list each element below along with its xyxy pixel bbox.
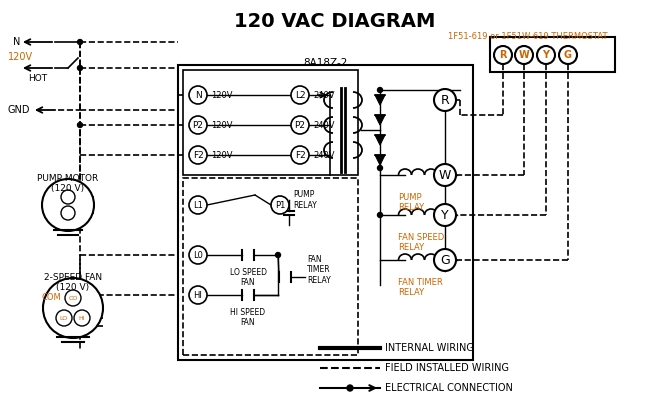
Text: LO SPEED
FAN: LO SPEED FAN bbox=[230, 268, 267, 287]
Text: FAN
TIMER
RELAY: FAN TIMER RELAY bbox=[307, 255, 331, 285]
Text: FAN TIMER
RELAY: FAN TIMER RELAY bbox=[398, 278, 443, 297]
Text: L0: L0 bbox=[193, 251, 203, 259]
Text: W: W bbox=[519, 50, 529, 60]
Circle shape bbox=[189, 286, 207, 304]
Text: F2: F2 bbox=[295, 150, 306, 160]
Circle shape bbox=[515, 46, 533, 64]
Text: 240V: 240V bbox=[313, 91, 334, 99]
Text: GND: GND bbox=[8, 105, 31, 115]
Text: FIELD INSTALLED WIRING: FIELD INSTALLED WIRING bbox=[385, 363, 509, 373]
Text: 240V: 240V bbox=[313, 121, 334, 129]
Circle shape bbox=[42, 179, 94, 231]
Bar bbox=[178, 65, 473, 360]
Circle shape bbox=[434, 89, 456, 111]
Text: ELECTRICAL CONNECTION: ELECTRICAL CONNECTION bbox=[385, 383, 513, 393]
Polygon shape bbox=[375, 95, 385, 105]
Text: PUMP
RELAY: PUMP RELAY bbox=[398, 193, 424, 212]
Circle shape bbox=[189, 146, 207, 164]
Circle shape bbox=[189, 86, 207, 104]
Polygon shape bbox=[375, 115, 385, 125]
Circle shape bbox=[347, 385, 353, 391]
Circle shape bbox=[78, 39, 82, 44]
Text: G: G bbox=[440, 253, 450, 266]
Circle shape bbox=[189, 196, 207, 214]
Text: Y: Y bbox=[543, 50, 549, 60]
Text: 120V: 120V bbox=[211, 91, 232, 99]
Text: P2: P2 bbox=[192, 121, 204, 129]
Circle shape bbox=[189, 246, 207, 264]
Polygon shape bbox=[375, 135, 385, 145]
Text: 240V: 240V bbox=[313, 150, 334, 160]
Circle shape bbox=[78, 122, 82, 127]
Text: 120V: 120V bbox=[8, 52, 33, 62]
Text: HOT: HOT bbox=[28, 73, 47, 83]
Text: INTERNAL WIRING: INTERNAL WIRING bbox=[385, 343, 474, 353]
Text: CO: CO bbox=[68, 295, 78, 300]
Text: Y: Y bbox=[441, 209, 449, 222]
Text: 8A18Z-2: 8A18Z-2 bbox=[303, 58, 347, 68]
Circle shape bbox=[65, 290, 81, 306]
Circle shape bbox=[434, 164, 456, 186]
Text: COM: COM bbox=[41, 293, 61, 303]
Circle shape bbox=[377, 166, 383, 171]
Text: PUMP
RELAY: PUMP RELAY bbox=[293, 190, 317, 210]
Circle shape bbox=[377, 212, 383, 217]
Text: PUMP MOTOR
(120 V): PUMP MOTOR (120 V) bbox=[38, 174, 98, 194]
Circle shape bbox=[61, 206, 75, 220]
Circle shape bbox=[56, 310, 72, 326]
Text: F2: F2 bbox=[193, 150, 204, 160]
Circle shape bbox=[61, 190, 75, 204]
Text: W: W bbox=[439, 168, 451, 181]
Text: R: R bbox=[499, 50, 507, 60]
Circle shape bbox=[377, 88, 383, 93]
Circle shape bbox=[189, 116, 207, 134]
Text: 1F51-619 or 1F51W-619 THERMOSTAT: 1F51-619 or 1F51W-619 THERMOSTAT bbox=[448, 32, 608, 41]
Circle shape bbox=[434, 249, 456, 271]
Circle shape bbox=[275, 253, 281, 258]
Text: FAN SPEED
RELAY: FAN SPEED RELAY bbox=[398, 233, 444, 252]
Text: L2: L2 bbox=[295, 91, 306, 99]
Circle shape bbox=[291, 86, 309, 104]
Text: L1: L1 bbox=[193, 201, 203, 210]
Circle shape bbox=[271, 196, 289, 214]
Circle shape bbox=[78, 65, 82, 70]
Circle shape bbox=[291, 146, 309, 164]
Text: HI: HI bbox=[78, 316, 85, 321]
Circle shape bbox=[291, 116, 309, 134]
Bar bbox=[183, 70, 358, 175]
Circle shape bbox=[74, 310, 90, 326]
Text: 120 VAC DIAGRAM: 120 VAC DIAGRAM bbox=[234, 12, 436, 31]
Text: HI SPEED
FAN: HI SPEED FAN bbox=[230, 308, 265, 327]
Bar bbox=[490, 37, 615, 72]
Text: N: N bbox=[13, 37, 20, 47]
Text: P2: P2 bbox=[295, 121, 306, 129]
Text: HI: HI bbox=[194, 290, 202, 300]
Circle shape bbox=[434, 204, 456, 226]
Text: LO: LO bbox=[60, 316, 68, 321]
Text: 2-SPEED FAN
(120 V): 2-SPEED FAN (120 V) bbox=[44, 273, 102, 292]
Circle shape bbox=[494, 46, 512, 64]
Text: N: N bbox=[194, 91, 202, 99]
Circle shape bbox=[559, 46, 577, 64]
Text: R: R bbox=[441, 93, 450, 106]
Text: 120V: 120V bbox=[211, 150, 232, 160]
Text: G: G bbox=[564, 50, 572, 60]
Text: 120V: 120V bbox=[211, 121, 232, 129]
Bar bbox=[183, 178, 358, 355]
Circle shape bbox=[537, 46, 555, 64]
Text: P1: P1 bbox=[275, 201, 285, 210]
Polygon shape bbox=[375, 155, 385, 165]
Circle shape bbox=[43, 278, 103, 338]
